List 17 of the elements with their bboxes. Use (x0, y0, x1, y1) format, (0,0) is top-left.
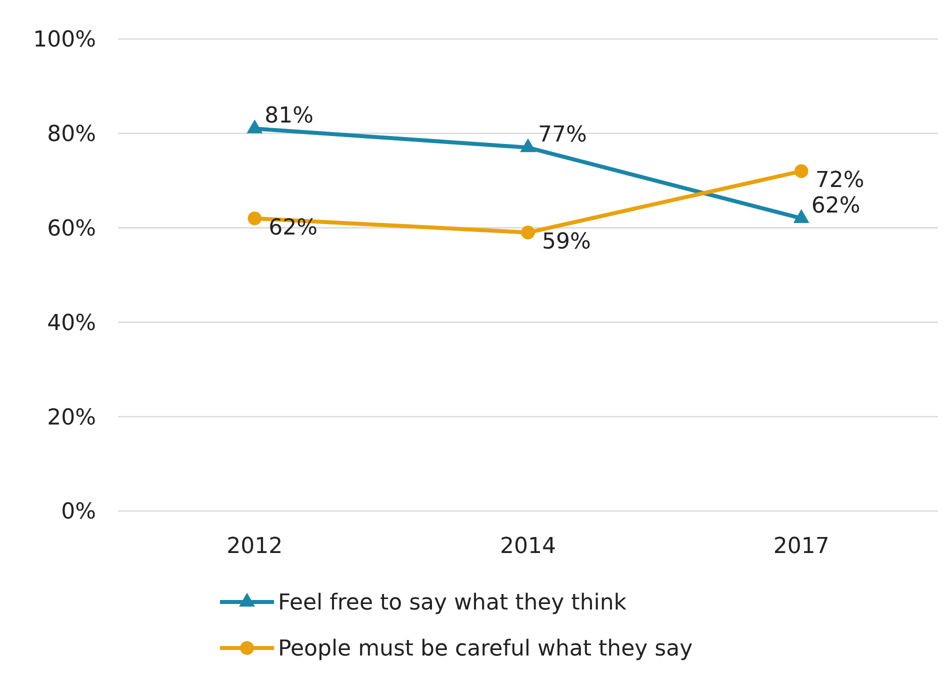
data-label: 59% (542, 230, 591, 255)
y-tick-label: 20% (47, 405, 96, 430)
legend-label: People must be careful what they say (278, 636, 693, 662)
data-label: 62% (268, 215, 318, 240)
x-tick-label: 2012 (226, 534, 283, 559)
y-tick-label: 40% (47, 310, 96, 336)
y-tick-label: 60% (47, 216, 96, 242)
x-tick-label: 2014 (500, 534, 556, 559)
data-label: 77% (538, 122, 587, 148)
data-label: 72% (815, 168, 864, 194)
y-tick-label: 0% (61, 500, 96, 525)
legend-label: Feel free to say what they think (278, 590, 627, 616)
y-tick-label: 100% (33, 28, 96, 53)
y-tick-label: 80% (47, 122, 96, 148)
data-label: 62% (811, 193, 860, 218)
data-label: 81% (264, 104, 314, 129)
x-tick-label: 2017 (773, 534, 830, 559)
